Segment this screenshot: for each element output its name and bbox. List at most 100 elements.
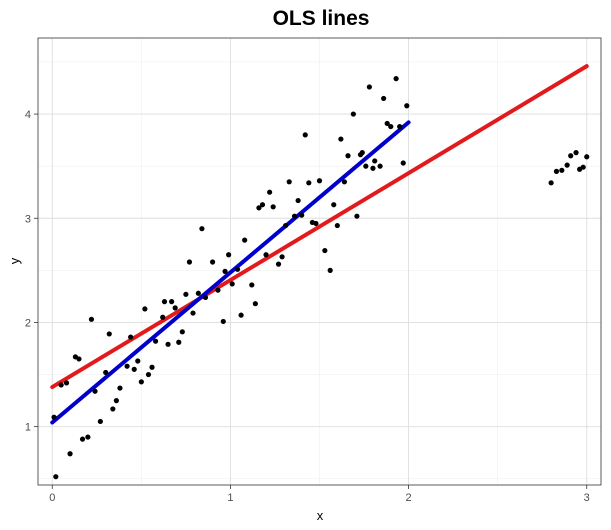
data-point [88,316,95,322]
ols-lines [50,64,589,425]
data-point [252,301,258,307]
data-point [124,363,130,369]
data-point [160,314,166,320]
x-axis-ticks: 0 1 2 3 [49,485,590,504]
grid [38,38,601,485]
y-axis-ticks: 1 2 3 4 [25,109,38,434]
data-point [85,434,91,440]
data-point [580,164,586,170]
data-point [63,380,70,386]
data-point [165,341,171,347]
data-point [210,259,216,265]
data-point [242,237,248,243]
data-point [256,205,262,211]
data-point [53,474,59,480]
data-point [149,364,155,370]
data-point [553,168,560,174]
data-point [142,306,148,312]
data-point [179,329,185,335]
data-point [186,259,193,265]
data-point [103,369,109,376]
data-point [359,150,365,156]
data-point [354,213,360,219]
data-point [222,268,228,274]
data-point [128,334,134,340]
data-point [564,162,570,168]
y-tick-label: 2 [25,317,31,329]
x-axis-title: x [317,508,324,523]
data-point [249,282,255,288]
data-point [291,213,298,219]
data-point [199,226,205,232]
data-point [145,371,152,378]
data-point [113,398,119,404]
data-point [548,180,554,186]
x-tick-label: 3 [584,492,590,504]
data-point [195,290,201,296]
x-tick-label: 2 [406,492,412,504]
data-point [370,165,376,171]
data-point [381,95,387,102]
data-point [299,212,305,218]
data-point [234,266,241,272]
data-point [270,204,276,210]
data-point [263,252,269,258]
data-point [267,189,273,195]
data-point [79,436,86,442]
data-point [67,451,73,457]
data-point [393,76,399,82]
data-point [76,356,82,362]
y-tick-label: 1 [25,422,31,434]
data-point [366,84,372,90]
data-point [279,254,285,260]
data-point [152,338,159,344]
data-point [135,358,141,364]
data-point [568,153,574,159]
data-point [106,331,112,337]
data-points [51,76,590,480]
data-point [384,120,390,127]
data-point [397,123,403,130]
data-point [183,291,189,297]
data-point [97,418,103,425]
data-point [334,222,340,229]
data-point [131,366,137,372]
plot-panel [37,37,602,486]
y-tick-label: 3 [25,213,31,225]
x-tick-label: 0 [49,492,55,504]
data-point [220,318,226,325]
data-point [316,178,323,184]
data-point [573,150,579,156]
data-point [58,382,64,388]
ols-line-1 [50,64,589,390]
y-axis-title: y [7,257,22,264]
data-point [226,252,232,258]
data-point [275,261,282,267]
data-point [169,299,175,305]
data-point [176,339,182,345]
data-point [138,379,144,385]
data-point [202,294,209,301]
data-point [345,153,351,159]
data-point [117,385,123,391]
data-point [322,247,328,254]
ols-line-2 [50,120,411,425]
y-tick-label: 4 [25,109,31,121]
data-point [283,222,289,229]
data-point [92,388,98,394]
data-point [215,287,221,293]
data-point [313,220,319,227]
data-point [584,154,590,160]
data-point [327,267,333,273]
data-point [338,136,344,142]
data-point [238,312,244,318]
data-point [377,163,383,169]
data-point [190,310,196,316]
data-point [400,160,406,166]
data-point [341,179,348,185]
data-point [363,163,369,169]
data-point [295,197,301,204]
x-tick-label: 1 [227,492,233,504]
data-point [559,167,565,173]
data-point [229,281,235,287]
